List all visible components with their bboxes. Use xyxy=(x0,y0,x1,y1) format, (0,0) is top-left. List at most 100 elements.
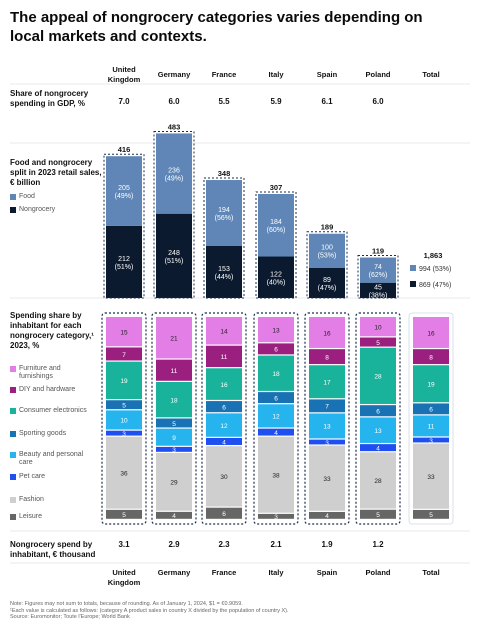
spending-value-consumer_electronics: 18 xyxy=(272,371,280,378)
nongrocery-pct-label: (38%) xyxy=(369,292,388,299)
spending-bar-diy xyxy=(309,349,345,365)
spending-value-pet: 4 xyxy=(222,439,226,446)
spending-bar-furniture xyxy=(156,317,192,359)
spending-bar-pet xyxy=(413,437,449,443)
spending-value-leisure: 5 xyxy=(376,512,380,519)
food-value-label: 205 xyxy=(118,185,130,192)
spending-bar-diy xyxy=(156,359,192,381)
spending-bar-leisure xyxy=(258,513,294,519)
spending-bar-diy xyxy=(360,337,396,347)
spending-value-diy: 11 xyxy=(171,368,178,375)
retail-total-label: 307 xyxy=(270,183,283,192)
share-gdp-value: 7.0 xyxy=(118,97,130,106)
country-frame xyxy=(253,312,299,525)
legend-food-swatch xyxy=(10,194,16,200)
note-text: Note: Figures may not sum to totals, bec… xyxy=(10,601,243,607)
nongrocery-value-label: 212 xyxy=(118,256,130,263)
spending-value-furniture: 14 xyxy=(220,329,228,336)
header-country-label: Poland xyxy=(365,70,390,79)
spending-bar-sporting_goods xyxy=(258,392,294,404)
footer-country-label: Germany xyxy=(158,568,191,577)
spending-value-pet: 4 xyxy=(274,430,278,437)
footer-country-label: Italy xyxy=(268,568,284,577)
spending-value-consumer_electronics: 17 xyxy=(323,380,331,387)
legend-beauty-swatch xyxy=(10,452,16,458)
legend-nongrocery-label: Nongrocery xyxy=(19,206,56,213)
spending-bar-beauty xyxy=(360,417,396,443)
spending-value-leisure: 4 xyxy=(325,513,329,520)
retail-frame xyxy=(203,177,245,299)
header-country-label: France xyxy=(212,70,237,79)
nongrocery-bar xyxy=(206,245,242,298)
legend-beauty-label: Beauty and personal care xyxy=(19,451,84,466)
spend-per-inhabitant-label: Nongrocery spend by inhabitant, € thousa… xyxy=(10,540,96,559)
footer-country-label: Poland xyxy=(365,568,390,577)
spending-value-pet: 4 xyxy=(376,445,380,452)
spending-bar-consumer_electronics xyxy=(106,361,142,400)
footer-country-label: Spain xyxy=(317,568,338,577)
spending-value-consumer_electronics: 19 xyxy=(427,382,435,389)
spending-bar-pet xyxy=(206,437,242,445)
spending-bar-leisure xyxy=(360,509,396,519)
total-nongrocery-label: 869 (47%) xyxy=(419,282,451,289)
food-bar xyxy=(309,233,345,268)
retail-total-label: 416 xyxy=(118,145,131,154)
nongrocery-bar xyxy=(156,213,192,298)
spending-value-consumer_electronics: 19 xyxy=(120,378,128,385)
retail-total-all: 1,863 xyxy=(424,251,443,260)
country-frame xyxy=(304,312,350,525)
nongrocery-bar xyxy=(258,256,294,298)
spending-bar-beauty xyxy=(206,413,242,437)
spending-bar-consumer_electronics xyxy=(156,381,192,418)
spend-per-inhabitant-value: 2.9 xyxy=(168,540,180,549)
spending-value-fashion: 38 xyxy=(272,473,280,480)
spending-value-furniture: 21 xyxy=(170,336,178,343)
spending-bar-consumer_electronics xyxy=(360,347,396,404)
nongrocery-pct-label: (51%) xyxy=(165,258,184,265)
spending-value-sporting_goods: 6 xyxy=(222,404,226,411)
share-gdp-label: Share of nongrocery spending in GDP, % xyxy=(10,89,89,108)
spending-value-sporting_goods: 5 xyxy=(172,421,176,428)
spending-value-leisure: 6 xyxy=(222,511,226,518)
spending-bar-sporting_goods xyxy=(206,401,242,413)
legend-pet-label: Pet care xyxy=(19,473,46,480)
spending-bar-diy xyxy=(258,343,294,355)
spending-value-beauty: 11 xyxy=(428,424,435,431)
spending-bar-sporting_goods xyxy=(156,418,192,428)
spending-value-leisure: 3 xyxy=(274,514,278,521)
spending-bar-diy xyxy=(106,347,142,361)
country-frame xyxy=(201,312,247,525)
spending-value-diy: 5 xyxy=(376,340,380,347)
spending-bar-leisure xyxy=(206,507,242,519)
spending-bar-pet xyxy=(258,428,294,436)
spending-value-sporting_goods: 6 xyxy=(376,409,380,416)
spending-value-fashion: 33 xyxy=(323,476,331,483)
spending-bar-furniture xyxy=(309,317,345,348)
spending-bar-furniture xyxy=(106,317,142,347)
food-pct-label: (56%) xyxy=(215,215,234,222)
spending-bar-furniture xyxy=(206,317,242,345)
spending-bar-sporting_goods xyxy=(360,405,396,417)
spending-value-leisure: 5 xyxy=(429,512,433,519)
spending-value-beauty: 13 xyxy=(323,424,331,431)
spending-value-sporting_goods: 5 xyxy=(122,403,126,410)
legend-pet-swatch xyxy=(10,474,16,480)
spending-bar-fashion xyxy=(413,443,449,509)
spending-bar-fashion xyxy=(360,452,396,509)
nongrocery-value-label: 122 xyxy=(270,271,282,278)
spending-value-fashion: 33 xyxy=(427,474,435,481)
footer-country-label: France xyxy=(212,568,237,577)
total-food-label: 994 (53%) xyxy=(419,266,451,273)
legend-nongrocery-swatch xyxy=(10,207,16,213)
spending-bar-sporting_goods xyxy=(309,399,345,413)
spending-value-fashion: 30 xyxy=(220,474,228,481)
spending-bar-consumer_electronics xyxy=(206,368,242,400)
spend-per-inhabitant-value: 1.2 xyxy=(372,540,384,549)
spend-per-inhabitant-value: 1.9 xyxy=(321,540,333,549)
share-gdp-value: 5.9 xyxy=(270,97,282,106)
retail-split-label: Food and nongrocery split in 2023 retail… xyxy=(10,158,102,187)
nongrocery-bar xyxy=(309,267,345,298)
nongrocery-value-label: 89 xyxy=(323,277,331,284)
total-nongrocery-swatch xyxy=(410,281,416,287)
